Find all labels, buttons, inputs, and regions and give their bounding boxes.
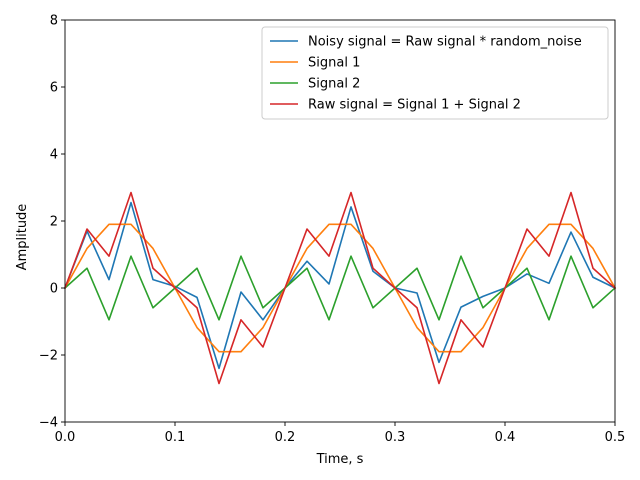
x-tick-label: 0.0 [55,430,76,445]
legend: Noisy signal = Raw signal * random_noise… [261,26,609,120]
y-tick-label: 0 [50,282,58,297]
axes-layer: 0.0 0.1 0.2 0.3 0.4 0.5 −4 −2 0 2 4 6 8 [39,14,626,446]
legend-label-4: Raw signal = Signal 1 + Signal 2 [308,98,521,113]
x-tick-label: 0.2 [275,430,296,445]
series-line-4 [63,191,617,385]
series-layer [63,191,617,385]
legend-box [261,26,609,120]
y-tick-label: 4 [50,148,58,163]
legend-label-1: Noisy signal = Raw signal * random_noise [308,35,582,50]
legend-label-2: Signal 1 [308,56,360,71]
y-tick-label: 6 [50,81,58,96]
legend-label-3: Signal 2 [308,77,360,92]
x-axis-title: Time, s [316,452,364,467]
series-line-1 [63,201,617,370]
y-tick-label: −2 [39,349,58,364]
x-tick-label: 0.3 [385,430,406,445]
y-tick-label: 2 [50,215,58,230]
x-tick-label: 0.4 [495,430,516,445]
x-tick-label: 0.5 [605,430,626,445]
y-axis-title: Amplitude [15,204,30,271]
x-tick-label: 0.1 [165,430,186,445]
y-tick-label: −4 [39,416,58,431]
series-line-3 [63,255,617,321]
y-tick-label: 8 [50,14,58,29]
